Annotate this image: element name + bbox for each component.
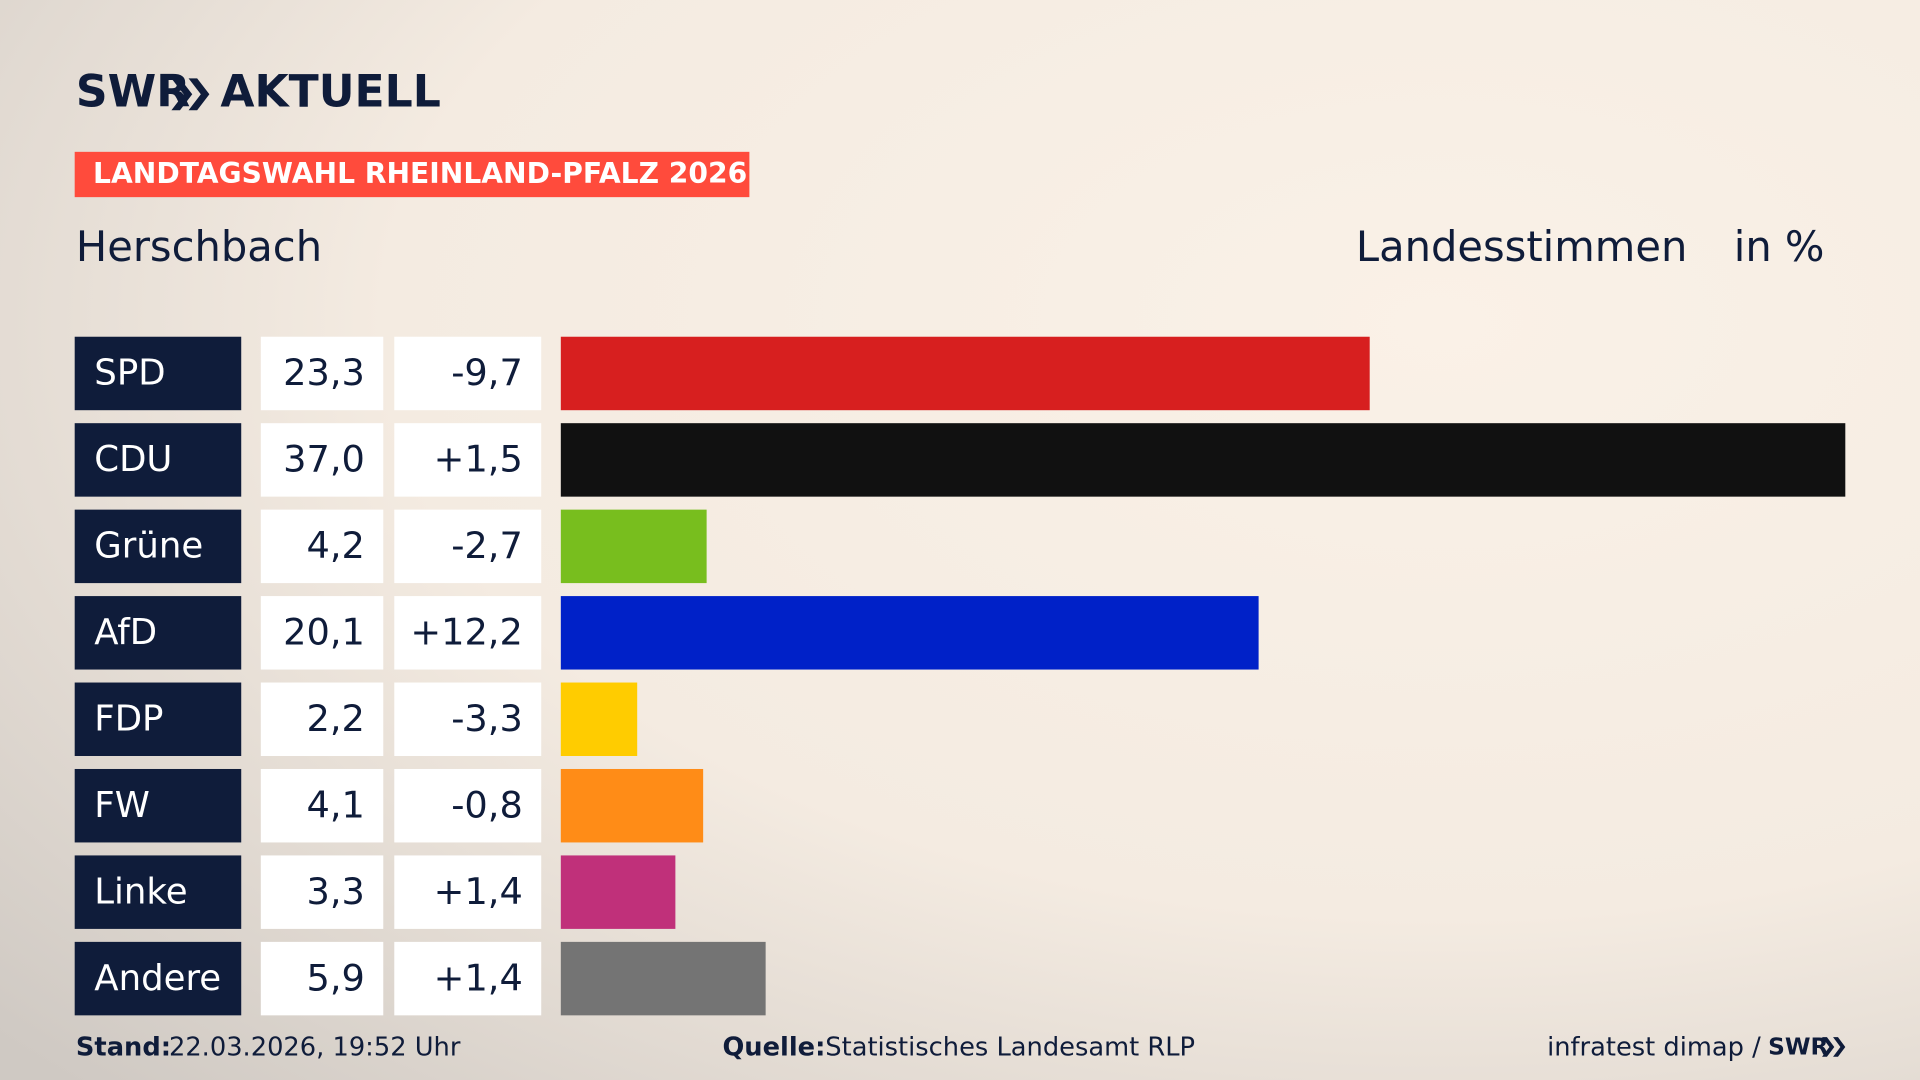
value-box [260, 768, 384, 843]
value-label: 37,0 [283, 438, 365, 481]
change-label: +1,4 [434, 870, 523, 913]
party-box [74, 596, 242, 670]
change-label: -0,8 [451, 783, 523, 826]
party-name: Linke [94, 871, 187, 912]
party-name: FDP [94, 698, 163, 739]
party-box [74, 423, 242, 497]
bar [560, 682, 638, 756]
unit: in % [1734, 222, 1825, 271]
change-box [394, 423, 542, 497]
value-box [260, 855, 384, 929]
brand-name: SWR [76, 66, 190, 117]
value-label: 20,1 [283, 611, 365, 654]
chart-title: Herschbach [76, 222, 322, 271]
party-name: CDU [94, 439, 172, 480]
brand-product: AKTUELL [220, 66, 440, 117]
change-box [394, 855, 542, 929]
party-box [74, 336, 242, 411]
change-box [394, 682, 542, 756]
change-box [394, 509, 542, 584]
source: Statistisches Landesamt RLP [825, 1033, 1195, 1063]
value-box [260, 941, 384, 1016]
value-box [260, 682, 384, 756]
credit-arrows [1822, 1037, 1846, 1057]
bar [560, 768, 704, 843]
badge: LANDTAGSWAHL RHEINLAND-PFALZ 2026 [93, 157, 747, 190]
change-label: +12,2 [410, 611, 523, 654]
bar [560, 423, 1846, 497]
chart-subtitle: Landesstimmen [1356, 222, 1687, 271]
change-box [394, 768, 542, 843]
party-name: Grüne [94, 526, 203, 567]
party-box [74, 941, 242, 1016]
party-box [74, 855, 242, 929]
party-name: FW [94, 785, 150, 826]
value-label: 4,2 [306, 524, 364, 567]
value-box [260, 336, 384, 411]
value-label: 4,1 [306, 783, 364, 826]
bar [560, 941, 766, 1016]
change-label: +1,4 [434, 956, 523, 999]
change-box [394, 596, 542, 670]
credit: infratest dimap / [1547, 1033, 1761, 1063]
party-box [74, 509, 242, 584]
value-box [260, 509, 384, 584]
value-box [260, 423, 384, 497]
credit-brand: SWR [1768, 1034, 1828, 1061]
party-name: SPD [94, 353, 165, 394]
bar [560, 596, 1259, 670]
value-label: 23,3 [283, 351, 365, 394]
change-box [394, 941, 542, 1016]
change-label: +1,5 [434, 438, 523, 481]
party-name: Andere [94, 958, 221, 999]
source-label: Quelle: [722, 1033, 825, 1063]
value-label: 3,3 [306, 870, 364, 913]
change-label: -3,3 [451, 697, 523, 740]
brand-arrows [171, 78, 210, 111]
change-box [394, 336, 542, 411]
bar [560, 855, 676, 929]
bar [560, 509, 707, 584]
date: 22.03.2026, 19:52 Uhr [169, 1033, 461, 1063]
value-box [260, 596, 384, 670]
value-label: 5,9 [306, 956, 364, 999]
party-box [74, 768, 242, 843]
value-label: 2,2 [306, 697, 364, 740]
date-label: Stand: [76, 1033, 171, 1063]
party-name: AfD [94, 612, 157, 653]
bar [560, 336, 1370, 411]
change-label: -2,7 [451, 524, 523, 567]
change-label: -9,7 [451, 351, 523, 394]
badge-bg [74, 151, 750, 198]
party-box [74, 682, 242, 756]
